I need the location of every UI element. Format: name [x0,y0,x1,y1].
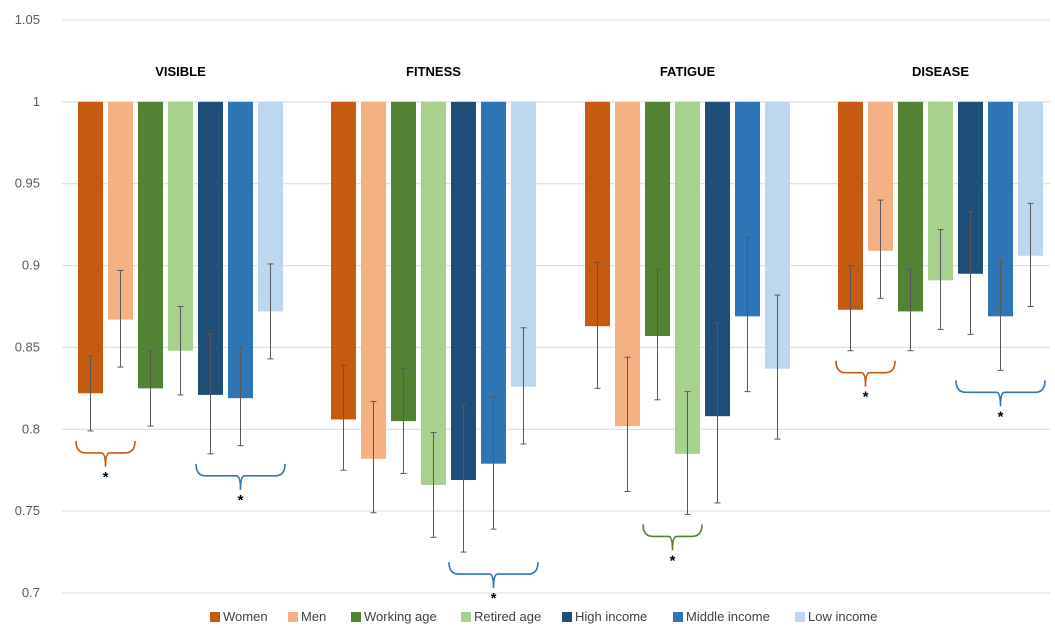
significance-asterisk: * [491,590,497,607]
significance-asterisk: * [998,408,1004,425]
legend-label-women: Women [223,609,268,624]
error-bars [87,199,1034,553]
bar-men-fitness [361,101,386,459]
bars [78,101,1043,485]
legend-item-low-income: Low income [795,609,877,624]
bar-working-age-fitness [391,101,416,422]
legend-item-working-age: Working age [351,609,437,624]
legend-label-middle-income: Middle income [686,609,770,624]
legend-item-women: Women [210,609,268,624]
category-label-fitness: FITNESS [406,64,461,79]
legend-label-men: Men [301,609,326,624]
bar-retired-age-fitness [421,101,446,485]
category-label-visible: VISIBLE [155,64,206,79]
significance-bracket [642,524,703,551]
category-labels: VISIBLE FITNESS FATIGUE DISEASE [155,64,969,79]
significance-bracket [448,562,539,589]
bar-working-age-visible [138,101,163,389]
legend-label-working-age: Working age [364,609,437,624]
legend-swatch-retired-age [461,612,471,622]
legend-swatch-men [288,612,298,622]
y-tick-label: 0.8 [22,421,40,436]
category-label-disease: DISEASE [912,64,969,79]
significance-asterisk: * [238,492,244,509]
category-label-fatigue: FATIGUE [660,64,716,79]
y-tick-label: 0.75 [15,503,40,518]
significance-asterisk: * [103,469,109,486]
y-tick-label: 1.05 [15,12,40,27]
significance-bracket [75,440,136,467]
significance-bracket [195,463,286,490]
legend-item-middle-income: Middle income [673,609,770,624]
significance-bracket [955,380,1046,407]
significance-brackets: * * * * * * [75,360,1046,607]
legend-swatch-working-age [351,612,361,622]
legend-label-retired-age: Retired age [474,609,541,624]
significance-asterisk: * [863,389,869,406]
significance-asterisk: * [670,552,676,569]
y-tick-label: 0.7 [22,585,40,600]
legend-label-low-income: Low income [808,609,877,624]
legend: Women Men Working age Retired age High incom… [210,609,877,624]
y-axis-ticks: 0.7 0.75 0.8 0.85 0.9 0.95 1 1.05 [15,12,40,600]
gridlines [62,19,1050,594]
legend-swatch-high-income [562,612,572,622]
y-tick-label: 0.85 [15,339,40,354]
significance-bracket [835,360,896,387]
legend-swatch-women [210,612,220,622]
legend-swatch-middle-income [673,612,683,622]
legend-item-retired-age: Retired age [461,609,541,624]
legend-label-high-income: High income [575,609,647,624]
legend-swatch-low-income [795,612,805,622]
bar-women-visible [78,101,103,394]
y-tick-label: 1 [33,94,40,109]
y-tick-label: 0.95 [15,176,40,191]
legend-item-men: Men [288,609,326,624]
y-tick-label: 0.9 [22,258,40,273]
legend-item-high-income: High income [562,609,647,624]
